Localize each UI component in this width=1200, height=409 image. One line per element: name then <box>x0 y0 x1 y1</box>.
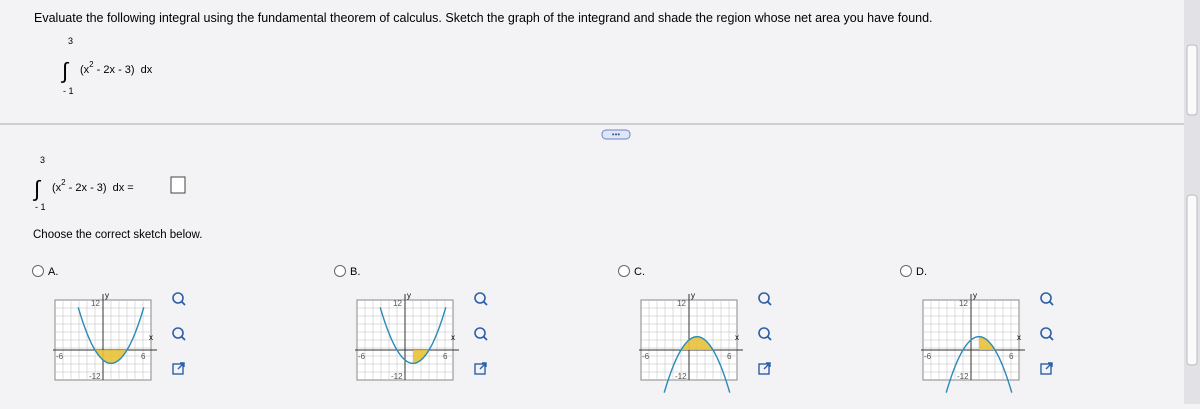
magnifier-handle[interactable] <box>180 300 186 306</box>
question-text: Evaluate the following integral using th… <box>34 11 933 25</box>
magnifier-lens[interactable] <box>474 292 486 304</box>
x-axis-label: x <box>1017 333 1021 342</box>
open-icon-box[interactable] <box>474 363 486 375</box>
tick-label: 6 <box>1009 352 1014 361</box>
tick-label: -12 <box>391 372 403 381</box>
magnifier-handle[interactable] <box>1048 335 1054 341</box>
tick-label: -12 <box>89 372 101 381</box>
magnifier-lens[interactable] <box>1040 327 1052 339</box>
radio-button[interactable] <box>334 265 346 277</box>
option-label: B. <box>350 266 360 278</box>
open-graph-button[interactable] <box>758 362 771 375</box>
open-icon-arrow[interactable] <box>479 362 487 370</box>
tick-label: 12 <box>91 299 100 308</box>
integrand: (x2 - 2x - 3) dx = <box>52 178 134 194</box>
open-icon-arrow[interactable] <box>763 362 771 370</box>
open-icon-arrow[interactable] <box>1045 362 1053 370</box>
tick-label: -6 <box>642 352 650 361</box>
zoom-out-button[interactable] <box>474 327 488 341</box>
options: A. y x 12 -12 -6 6 B. y x 12 -12 -6 6 C. y x 12 -12 -6 6 D. y x… <box>32 265 1054 393</box>
integral: 3 ∫ - 1 (x2 - 2x - 3) dx <box>60 36 153 96</box>
zoom-in-button[interactable] <box>758 292 772 306</box>
zoom-out-button[interactable] <box>172 327 186 341</box>
x-axis-label: x <box>735 333 739 342</box>
lower-limit: - 1 <box>35 202 46 212</box>
zoom-in-button[interactable] <box>1040 292 1054 306</box>
shaded-region <box>413 350 429 364</box>
tick-label: 12 <box>393 299 402 308</box>
option[interactable]: B. y x 12 -12 -6 6 <box>334 265 488 382</box>
open-icon-box[interactable] <box>758 363 770 375</box>
tick-label: 6 <box>443 352 448 361</box>
magnifier-handle[interactable] <box>766 300 772 306</box>
lower-limit: - 1 <box>63 86 74 96</box>
magnifier-lens[interactable] <box>758 292 770 304</box>
option-label: A. <box>48 266 58 278</box>
tick-label: -6 <box>358 352 366 361</box>
tick-label: -12 <box>675 372 687 381</box>
radio-button[interactable] <box>32 265 44 277</box>
tick-label: -6 <box>56 352 64 361</box>
upper-limit: 3 <box>68 36 73 46</box>
curve <box>77 307 145 365</box>
option-label: D. <box>916 266 927 278</box>
open-icon-box[interactable] <box>1040 363 1052 375</box>
tick-label: 12 <box>677 299 686 308</box>
y-axis-label: y <box>691 291 695 300</box>
tick-label: 6 <box>141 352 146 361</box>
scroll-thumb[interactable] <box>1186 194 1198 366</box>
magnifier-handle[interactable] <box>482 300 488 306</box>
zoom-out-button[interactable] <box>1040 327 1054 341</box>
magnifier-lens[interactable] <box>474 327 486 339</box>
curve <box>663 335 731 393</box>
open-icon-arrow[interactable] <box>177 362 185 370</box>
option[interactable]: A. y x 12 -12 -6 6 <box>32 265 186 382</box>
expand-dots: ••• <box>612 130 621 139</box>
magnifier-handle[interactable] <box>482 335 488 341</box>
tick-label: -12 <box>957 372 969 381</box>
radio-button[interactable] <box>900 265 912 277</box>
radio-button[interactable] <box>618 265 630 277</box>
integral-sign: ∫ <box>60 58 70 83</box>
x-axis-label: x <box>451 333 455 342</box>
tick-label: -6 <box>924 352 932 361</box>
magnifier-lens[interactable] <box>172 327 184 339</box>
zoom-in-button[interactable] <box>172 292 186 306</box>
zoom-in-button[interactable] <box>474 292 488 306</box>
curve <box>945 335 1013 393</box>
option-label: C. <box>634 266 645 278</box>
y-axis-label: y <box>973 291 977 300</box>
tick-label: 12 <box>959 299 968 308</box>
option[interactable]: C. y x 12 -12 -6 6 <box>618 265 772 393</box>
magnifier-handle[interactable] <box>180 335 186 341</box>
zoom-out-button[interactable] <box>758 327 772 341</box>
x-axis-label: x <box>149 333 153 342</box>
prompt-text: Choose the correct sketch below. <box>33 229 202 241</box>
open-graph-button[interactable] <box>172 362 185 375</box>
integral-sign: ∫ <box>32 176 42 201</box>
open-graph-button[interactable] <box>474 362 487 375</box>
integrand: (x2 - 2x - 3) dx <box>80 60 153 76</box>
upper-limit: 3 <box>40 155 45 165</box>
answer-integral: 3 ∫ - 1 (x2 - 2x - 3) dx = <box>32 155 186 212</box>
open-graph-button[interactable] <box>1040 362 1053 375</box>
y-axis-label: y <box>105 291 109 300</box>
magnifier-handle[interactable] <box>766 335 772 341</box>
y-axis-label: y <box>407 291 411 300</box>
tick-label: 6 <box>727 352 732 361</box>
open-icon-box[interactable] <box>172 363 184 375</box>
option[interactable]: D. y x 12 -12 -6 6 <box>900 265 1054 393</box>
magnifier-lens[interactable] <box>1040 292 1052 304</box>
expand-button[interactable] <box>601 129 631 140</box>
magnifier-lens[interactable] <box>172 292 184 304</box>
answer-input[interactable] <box>170 176 186 194</box>
magnifier-lens[interactable] <box>758 327 770 339</box>
curve <box>379 307 447 365</box>
scroll-thumb[interactable] <box>1186 44 1198 116</box>
shaded-region <box>979 336 995 350</box>
magnifier-handle[interactable] <box>1048 300 1054 306</box>
